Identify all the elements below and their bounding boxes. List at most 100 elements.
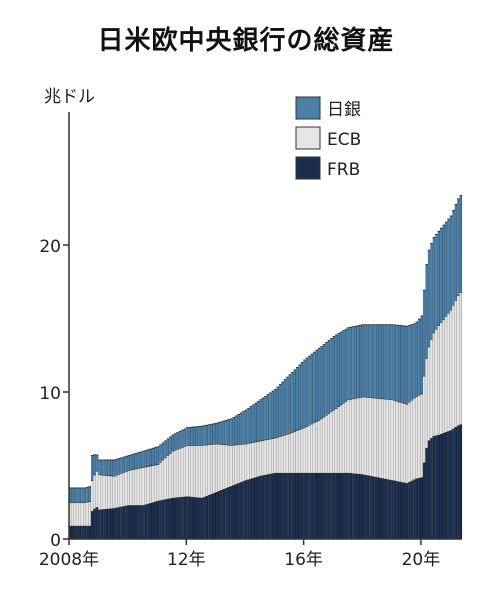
- bar-edge-FRB-67: [232, 485, 236, 486]
- bar-FRB-75: [252, 478, 255, 539]
- bar-日銀-143: [418, 318, 421, 395]
- bar-FRB-29: [139, 505, 143, 539]
- bar-edge-ECB-60: [215, 443, 218, 445]
- bar-edge-ECB-127: [379, 398, 382, 399]
- bar-sep-130: [388, 324, 389, 539]
- bar-edge-日銀-153: [442, 224, 445, 226]
- bar-edge-FRB-32: [147, 503, 150, 505]
- bar-日銀-108: [332, 336, 336, 410]
- bar-FRB-149: [432, 435, 436, 539]
- bar-ECB-148: [430, 339, 433, 439]
- bar-日銀-35: [154, 447, 157, 465]
- bar-sep-98: [310, 355, 311, 539]
- bar-sep-122: [368, 324, 370, 539]
- bar-日銀-16: [108, 459, 111, 476]
- bar-edge-日銀-141: [413, 323, 416, 325]
- bar-edge-日銀-105: [325, 342, 328, 343]
- bar-日銀-139: [408, 325, 411, 402]
- bar-edge-ECB-84: [274, 437, 277, 439]
- bar-edge-ECB-130: [386, 398, 389, 400]
- bar-sep-76: [256, 402, 257, 539]
- bar-edge-日銀-122: [366, 324, 370, 326]
- bar-edge-FRB-21: [120, 506, 123, 508]
- bar-sep-119: [361, 324, 362, 539]
- bar-edge-ECB-138: [405, 403, 409, 405]
- bar-sep-159: [458, 198, 460, 539]
- bar-edge-ECB-20: [117, 473, 121, 475]
- bar-sep-80: [266, 395, 267, 539]
- bar-FRB-142: [415, 478, 419, 539]
- bar-FRB-54: [200, 497, 204, 539]
- bar-sep-102: [319, 347, 321, 539]
- bar-edge-ECB-65: [227, 444, 231, 446]
- bar-edge-FRB-147: [427, 440, 431, 442]
- bar-FRB-107: [330, 472, 333, 539]
- bar-edge-日銀-99: [310, 353, 314, 355]
- bar-FRB-63: [222, 489, 226, 539]
- bar-edge-FRB-50: [191, 496, 194, 498]
- bar-FRB-126: [376, 477, 380, 539]
- bar-edge-ECB-110: [337, 406, 340, 408]
- bar-FRB-90: [288, 472, 292, 539]
- bar-FRB-70: [239, 482, 243, 539]
- bar-ECB-50: [191, 444, 194, 497]
- bar-edge-FRB-60: [215, 491, 218, 493]
- bar-edge-FRB-94: [298, 472, 301, 474]
- bar-edge-ECB-106: [327, 413, 331, 414]
- bar-edge-日銀-36: [156, 446, 160, 448]
- bar-edge-ECB-105: [325, 414, 328, 416]
- bar-edge-FRB-7: [86, 525, 89, 527]
- bar-日銀-29: [139, 451, 143, 468]
- bar-ECB-8: [88, 501, 92, 526]
- bar-sep-51: [195, 426, 196, 539]
- bar-edge-ECB-160: [459, 292, 463, 293]
- bar-sep-148: [432, 243, 433, 540]
- bar-FRB-55: [203, 496, 206, 539]
- bar-ECB-146: [425, 357, 428, 448]
- bar-FRB-59: [213, 492, 216, 539]
- bar-edge-ECB-104: [322, 416, 326, 418]
- bar-sep-127: [380, 324, 382, 539]
- bar-edge-日銀-145: [422, 289, 426, 291]
- bar-日銀-136: [400, 325, 404, 403]
- bar-FRB-150: [435, 435, 438, 539]
- bar-FRB-130: [386, 479, 389, 539]
- bar-ECB-153: [442, 318, 445, 433]
- bar-ECB-109: [335, 407, 338, 473]
- bar-ECB-157: [452, 304, 455, 429]
- bar-ECB-106: [327, 413, 331, 473]
- bar-edge-FRB-159: [457, 425, 460, 427]
- bar-edge-FRB-145: [422, 462, 426, 464]
- bar-edge-FRB-72: [244, 480, 248, 481]
- bar-ECB-53: [198, 444, 201, 498]
- bar-FRB-23: [125, 505, 128, 539]
- bar-ECB-98: [308, 424, 311, 473]
- bar-ECB-31: [144, 466, 148, 505]
- bar-edge-ECB-10: [93, 474, 96, 476]
- bar-日銀-119: [359, 324, 362, 397]
- bar-edge-日銀-67: [232, 416, 236, 418]
- bar-edge-ECB-144: [420, 393, 423, 395]
- bar-sep-1: [73, 487, 74, 539]
- bar-edge-FRB-48: [186, 496, 189, 498]
- bar-edge-ECB-78: [259, 440, 262, 442]
- bar-sep-114: [349, 327, 350, 539]
- bar-edge-日銀-58: [210, 423, 214, 425]
- bar-edge-FRB-58: [210, 493, 214, 495]
- bar-edge-FRB-1: [71, 525, 74, 527]
- bar-edge-FRB-119: [359, 474, 362, 475]
- bar-edge-ECB-99: [310, 423, 314, 425]
- bar-FRB-138: [405, 483, 409, 539]
- bar-ECB-76: [254, 441, 258, 478]
- bar-edge-FRB-10: [93, 508, 96, 510]
- bar-ECB-52: [195, 444, 199, 498]
- bar-FRB-33: [149, 502, 153, 539]
- bar-edge-FRB-75: [252, 478, 255, 479]
- bar-edge-FRB-43: [173, 497, 177, 499]
- bar-edge-ECB-137: [403, 403, 406, 404]
- bar-ECB-120: [361, 396, 365, 475]
- bar-sep-26: [134, 453, 135, 539]
- bar-edge-FRB-27: [134, 505, 138, 506]
- bar-edge-日銀-98: [308, 355, 311, 357]
- bar-edge-ECB-119: [359, 396, 362, 398]
